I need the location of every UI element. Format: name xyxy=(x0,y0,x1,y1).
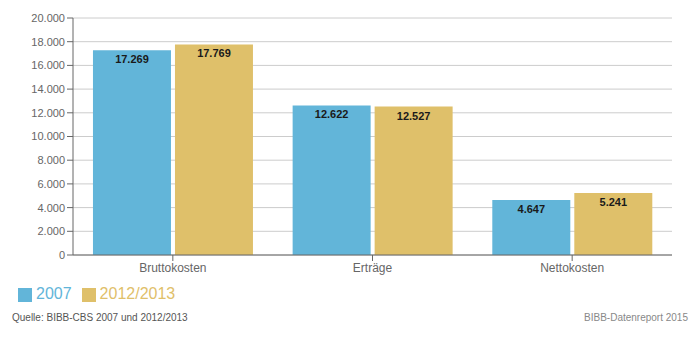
svg-text:5.241: 5.241 xyxy=(600,196,628,208)
svg-text:6.000: 6.000 xyxy=(37,178,65,190)
svg-text:Nettokosten: Nettokosten xyxy=(540,261,604,275)
html-text:2012/2013: 2012/2013 xyxy=(99,285,176,302)
svg-text:4.647: 4.647 xyxy=(518,203,546,215)
svg-text:4.000: 4.000 xyxy=(37,202,65,214)
svg-text:17.769: 17.769 xyxy=(197,47,231,59)
html-text:BIBB-Datenreport 2015: BIBB-Datenreport 2015 xyxy=(584,312,688,323)
svg-text:18.000: 18.000 xyxy=(31,36,65,48)
svg-text:Erträge: Erträge xyxy=(353,261,393,275)
svg-text:16.000: 16.000 xyxy=(31,59,65,71)
svg-text:20.000: 20.000 xyxy=(31,12,65,24)
svg-text:8.000: 8.000 xyxy=(37,154,65,166)
html-text:Quelle: BIBB-CBS 2007 und 2012: Quelle: BIBB-CBS 2007 und 2012/2013 xyxy=(12,312,188,323)
svg-text:17.269: 17.269 xyxy=(115,53,149,65)
svg-text:2.000: 2.000 xyxy=(37,225,65,237)
svg-text:12.000: 12.000 xyxy=(31,107,65,119)
svg-text:0: 0 xyxy=(59,249,65,261)
svg-text:14.000: 14.000 xyxy=(31,83,65,95)
svg-text:10.000: 10.000 xyxy=(31,130,65,142)
html-text:2007: 2007 xyxy=(36,285,72,302)
svg-text:12.622: 12.622 xyxy=(315,108,349,120)
svg-text:Bruttokosten: Bruttokosten xyxy=(139,261,206,275)
svg-text:12.527: 12.527 xyxy=(397,110,431,122)
